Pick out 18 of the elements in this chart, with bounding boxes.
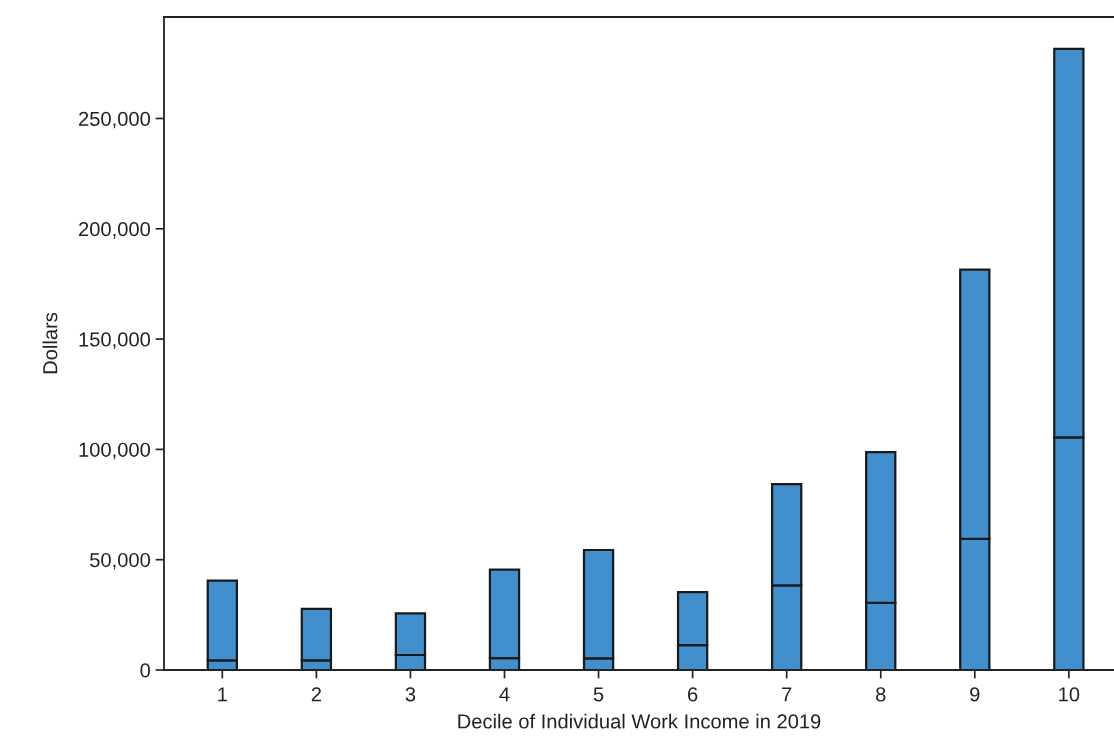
x-tick-label: 7 xyxy=(782,687,792,702)
x-axis-title: Decile of Individual Work Income in 2019 xyxy=(458,713,821,729)
x-tick-label: 8 xyxy=(876,687,886,702)
x-tick-label: 4 xyxy=(499,687,510,702)
y-axis-title: Dollars xyxy=(42,312,58,374)
y-tick-label: 100,000 xyxy=(79,442,151,460)
x-tick-label: 9 xyxy=(970,687,980,702)
y-tick-label: 50,000 xyxy=(90,552,151,570)
y-tick-label: 250,000 xyxy=(79,111,151,129)
x-tick-label: 5 xyxy=(593,687,604,702)
y-tick-label: 0 xyxy=(140,663,151,678)
x-tick-label: 1 xyxy=(218,687,227,702)
x-tick-label: 3 xyxy=(405,687,416,702)
y-tick-label: 150,000 xyxy=(79,332,151,349)
y-tick-label: 200,000 xyxy=(79,222,151,239)
x-tick-label: 6 xyxy=(688,687,698,702)
x-tick-label: 10 xyxy=(1059,687,1080,702)
x-tick-label: 2 xyxy=(311,687,321,702)
